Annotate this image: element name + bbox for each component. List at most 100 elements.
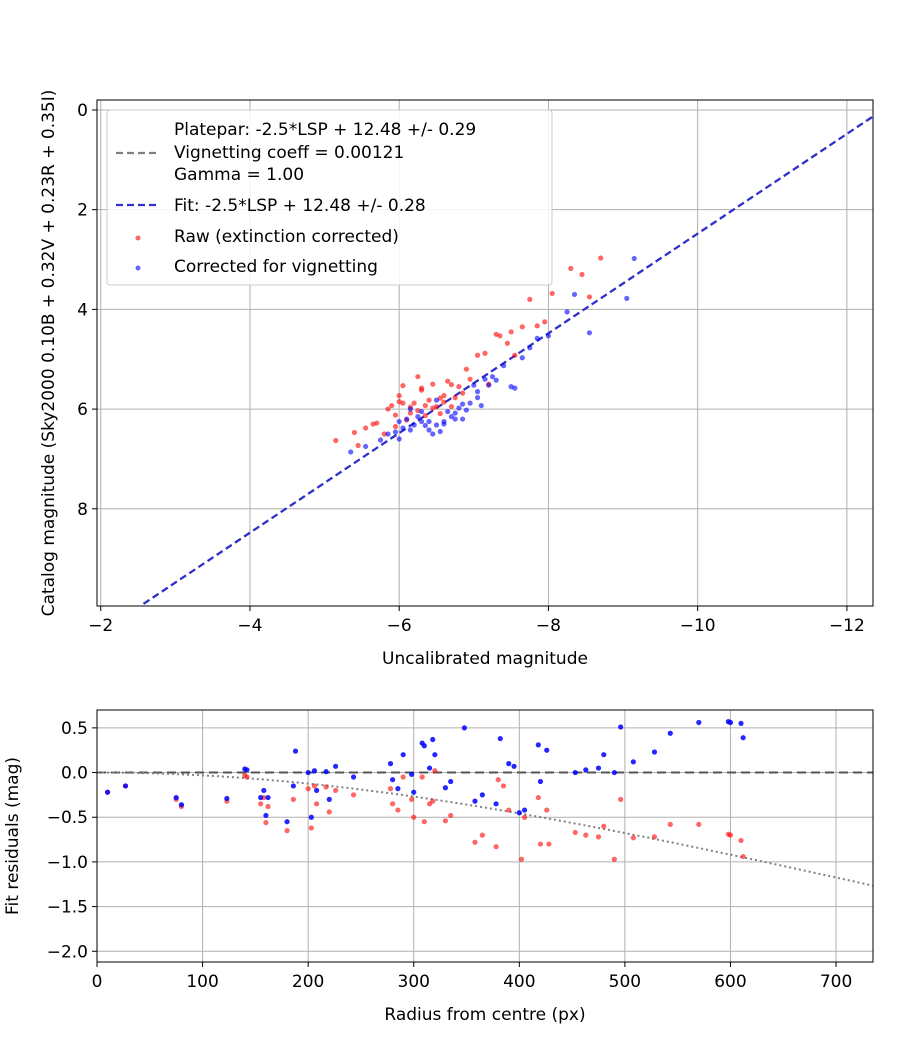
top-point-raw xyxy=(448,382,455,388)
bottom-point-raw xyxy=(326,809,332,815)
bottom-point-raw xyxy=(493,844,499,850)
top-point-raw xyxy=(400,383,406,389)
bottom-point-raw xyxy=(395,807,401,813)
bottom-ticks: 0 100 200 300 400 500 600 700 0.5 0.0 −0.5 −1.0 −1.5… xyxy=(47,719,853,992)
top-point-corrected xyxy=(363,443,369,450)
legend-label-fit: Fit: -2.5*LSP + 12.48 +/- 0.28 xyxy=(174,196,426,216)
bottom-point-raw xyxy=(506,807,512,813)
top-point-corrected xyxy=(422,422,428,429)
top-point-raw xyxy=(389,402,395,409)
top-point-raw xyxy=(452,395,458,401)
bottom-vignetting-curve xyxy=(96,771,874,887)
bottom-point-raw xyxy=(518,856,525,862)
top-point-raw xyxy=(392,412,399,418)
top-point-corrected xyxy=(486,382,492,388)
top-point-corrected xyxy=(631,255,637,262)
top-point-raw xyxy=(351,429,358,436)
bottom-point-raw xyxy=(308,825,314,831)
bottom-point-corrected xyxy=(311,768,318,774)
top-point-corrected xyxy=(452,410,458,416)
top-x-tick-label: −10 xyxy=(680,616,716,636)
top-point-raw xyxy=(519,324,525,330)
top-ticks: −2 −4 −6 −8 −10 −12 0 2 4 6 8 xyxy=(77,101,865,636)
top-point-corrected xyxy=(456,405,462,411)
bottom-point-corrected xyxy=(292,748,299,754)
bottom-point-corrected xyxy=(178,802,185,808)
top-point-raw xyxy=(542,319,548,325)
top-point-raw xyxy=(385,406,391,412)
bottom-point-raw xyxy=(400,774,406,780)
top-point-corrected xyxy=(564,309,570,315)
top-point-corrected xyxy=(441,421,447,427)
top-point-corrected xyxy=(437,428,443,435)
bottom-point-corrected xyxy=(667,730,673,736)
legend-swatch-corrected xyxy=(135,265,141,271)
bottom-point-raw xyxy=(432,768,438,774)
bottom-y-tick-label: −1.5 xyxy=(47,898,88,918)
top-y-tick-label: 6 xyxy=(77,400,88,420)
bottom-point-corrected xyxy=(506,761,512,767)
top-point-corrected xyxy=(407,427,413,433)
bottom-point-raw xyxy=(448,812,454,819)
bottom-point-corrected xyxy=(461,725,468,731)
bottom-x-tick-label: 400 xyxy=(503,972,535,992)
top-point-corrected xyxy=(445,408,451,415)
top-point-raw xyxy=(512,352,518,358)
bottom-point-corrected xyxy=(224,795,230,802)
bottom-point-raw xyxy=(544,807,550,813)
top-point-raw xyxy=(430,405,436,411)
bottom-point-corrected xyxy=(516,810,522,816)
bottom-point-raw xyxy=(572,829,578,836)
top-point-raw xyxy=(527,296,533,303)
top-point-raw xyxy=(400,400,406,406)
top-point-raw xyxy=(504,340,510,346)
bottom-point-corrected xyxy=(738,720,744,727)
bottom-point-corrected xyxy=(511,763,517,769)
bottom-point-corrected xyxy=(727,719,734,726)
top-point-corrected xyxy=(426,427,432,433)
bottom-point-raw xyxy=(333,787,339,794)
bottom-point-raw xyxy=(500,783,507,789)
bottom-x-tick-label: 700 xyxy=(820,972,852,992)
bottom-point-corrected xyxy=(323,769,329,775)
bottom-point-corrected xyxy=(290,783,296,789)
top-point-corrected xyxy=(482,376,488,382)
bottom-point-corrected xyxy=(618,724,624,730)
top-point-corrected xyxy=(534,335,540,341)
bottom-point-raw xyxy=(546,841,552,847)
top-point-corrected xyxy=(571,291,578,298)
top-point-corrected xyxy=(396,436,402,442)
top-point-raw xyxy=(381,431,387,437)
top-x-tick-label: −6 xyxy=(387,616,412,636)
legend-label-gamma: Gamma = 1.00 xyxy=(174,165,304,185)
top-point-corrected xyxy=(348,449,354,455)
bottom-y-tick-label: −2.0 xyxy=(47,942,88,962)
top-y-axis-label: Catalog magnitude (Sky2000 0.10B + 0.32V… xyxy=(39,90,59,617)
top-point-corrected xyxy=(426,418,432,425)
bottom-point-corrected xyxy=(263,812,269,819)
top-point-corrected xyxy=(512,385,518,391)
bottom-x-tick-label: 300 xyxy=(398,972,430,992)
bottom-point-raw xyxy=(314,801,320,807)
bottom-point-raw xyxy=(387,786,394,792)
top-x-tick-label: −2 xyxy=(88,616,113,636)
top-point-raw xyxy=(415,374,421,380)
top-point-raw xyxy=(482,350,488,356)
bottom-point-raw xyxy=(472,839,478,845)
top-axes-frame xyxy=(96,99,874,607)
bottom-point-raw xyxy=(537,841,544,847)
top-point-raw xyxy=(568,265,574,272)
bottom-point-corrected xyxy=(350,774,357,780)
bottom-point-raw xyxy=(442,818,449,824)
top-point-raw xyxy=(534,323,540,329)
legend-entry-fit: Fit: -2.5*LSP + 12.48 +/- 0.28 xyxy=(116,196,426,216)
top-point-corrected xyxy=(478,402,484,409)
bottom-plot-area xyxy=(97,710,873,962)
legend-label-corrected: Corrected for vignetting xyxy=(174,257,378,277)
bottom-point-raw xyxy=(595,834,602,840)
bottom-point-corrected xyxy=(630,759,636,765)
bottom-point-corrected xyxy=(537,778,544,785)
bottom-scatter-points xyxy=(104,719,746,862)
bottom-point-raw xyxy=(421,819,427,825)
bottom-point-corrected xyxy=(411,789,417,795)
